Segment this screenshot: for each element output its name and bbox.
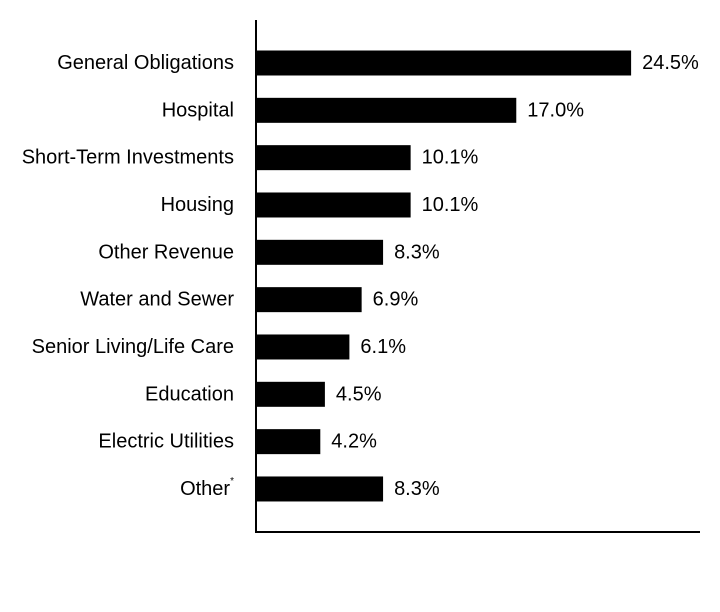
bar-hospital bbox=[256, 97, 517, 123]
value-label-water-and-sewer: 6.9% bbox=[373, 289, 419, 311]
category-label-general-obligations: General Obligations bbox=[57, 52, 234, 74]
bar-senior-living-life-care bbox=[256, 334, 350, 360]
category-label-water-and-sewer: Water and Sewer bbox=[80, 289, 234, 311]
value-label-hospital: 17.0% bbox=[527, 99, 584, 121]
category-label-education: Education bbox=[145, 383, 234, 405]
category-label-short-term-investments: Short-Term Investments bbox=[22, 147, 234, 169]
category-label-other: Other* bbox=[180, 475, 234, 500]
bar-electric-utilities bbox=[256, 429, 321, 455]
category-labels-group: General Obligations Hospital Short-Term In… bbox=[22, 52, 235, 500]
value-label-other-revenue: 8.3% bbox=[394, 241, 440, 263]
bar-water-and-sewer bbox=[256, 287, 362, 313]
value-label-senior-living-life-care: 6.1% bbox=[360, 336, 406, 358]
bars-group bbox=[256, 50, 632, 502]
bar-other-revenue bbox=[256, 239, 384, 265]
category-label-housing: Housing bbox=[161, 194, 234, 216]
bar-housing bbox=[256, 192, 411, 218]
value-label-short-term-investments: 10.1% bbox=[422, 147, 479, 169]
value-label-housing: 10.1% bbox=[422, 194, 479, 216]
category-label-hospital: Hospital bbox=[162, 99, 234, 121]
bar-general-obligations bbox=[256, 50, 632, 76]
category-label-other-revenue: Other Revenue bbox=[98, 241, 234, 263]
bar-other bbox=[256, 476, 384, 502]
value-label-education: 4.5% bbox=[336, 383, 382, 405]
bar-education bbox=[256, 381, 325, 407]
value-label-other: 8.3% bbox=[394, 478, 440, 500]
value-labels-group: 24.5% 17.0% 10.1% 10.1% 8.3% 6.9% 6.1% 4.5% 4.2%… bbox=[331, 52, 699, 500]
value-label-general-obligations: 24.5% bbox=[642, 52, 699, 74]
category-label-senior-living-life-care: Senior Living/Life Care bbox=[32, 336, 234, 358]
bar-short-term-investments bbox=[256, 145, 411, 171]
category-label-electric-utilities: Electric Utilities bbox=[98, 431, 234, 453]
value-label-electric-utilities: 4.2% bbox=[331, 431, 377, 453]
